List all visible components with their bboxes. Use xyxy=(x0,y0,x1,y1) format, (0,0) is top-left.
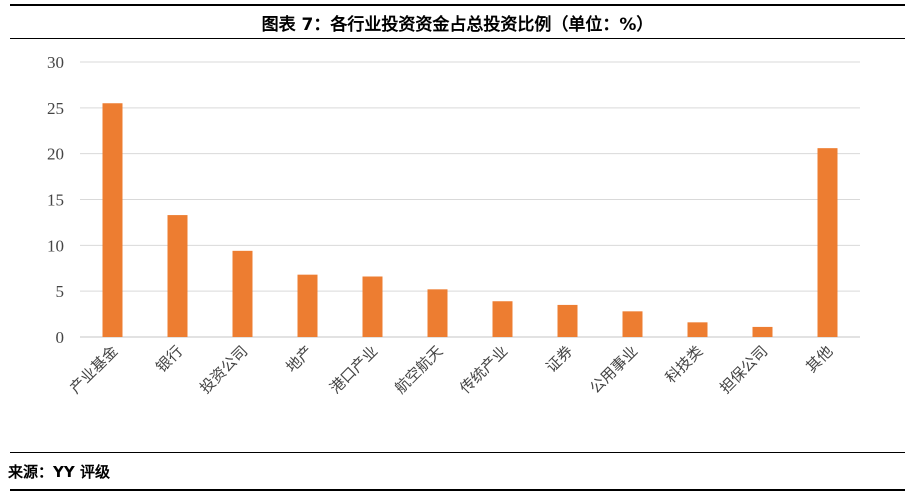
bar xyxy=(102,103,123,337)
x-tick-label: 投资公司 xyxy=(196,342,251,397)
chart-title: 图表 7：各行业投资资金占总投资比例（单位：%） xyxy=(261,15,654,35)
bar xyxy=(232,250,253,337)
bar xyxy=(557,304,578,337)
y-tick-label: 30 xyxy=(47,53,64,72)
x-tick-label: 担保公司 xyxy=(716,342,771,397)
title-rule xyxy=(10,38,905,39)
top-rule xyxy=(10,4,905,6)
bottom-rule xyxy=(10,489,905,491)
x-tick-label: 科技类 xyxy=(662,342,707,387)
source-top-rule xyxy=(10,452,905,453)
bar xyxy=(687,322,708,337)
bar xyxy=(817,148,838,337)
y-tick-label: 10 xyxy=(47,236,64,255)
x-tick-label: 银行 xyxy=(152,342,186,376)
bar xyxy=(297,274,318,337)
y-tick-label: 5 xyxy=(56,282,65,301)
y-tick-label: 20 xyxy=(47,145,64,164)
source-note: 来源：YY 评级 xyxy=(8,463,110,481)
x-tick-label: 其他 xyxy=(802,342,836,376)
x-tick-label: 航空航天 xyxy=(391,342,446,397)
y-tick-label: 0 xyxy=(56,328,65,347)
bar xyxy=(362,276,383,337)
x-tick-label: 证券 xyxy=(542,342,576,376)
bar xyxy=(427,289,448,337)
x-tick-label: 港口产业 xyxy=(326,342,381,397)
bar xyxy=(167,215,188,337)
bar xyxy=(622,311,643,337)
y-tick-label: 15 xyxy=(47,191,64,210)
x-tick-label: 地产 xyxy=(282,342,316,376)
x-tick-label: 产业基金 xyxy=(66,342,121,397)
x-tick-label: 传统产业 xyxy=(456,342,511,397)
bar xyxy=(492,301,513,337)
bar xyxy=(752,326,773,337)
x-tick-label: 公用事业 xyxy=(586,342,641,397)
y-tick-label: 25 xyxy=(47,99,64,118)
